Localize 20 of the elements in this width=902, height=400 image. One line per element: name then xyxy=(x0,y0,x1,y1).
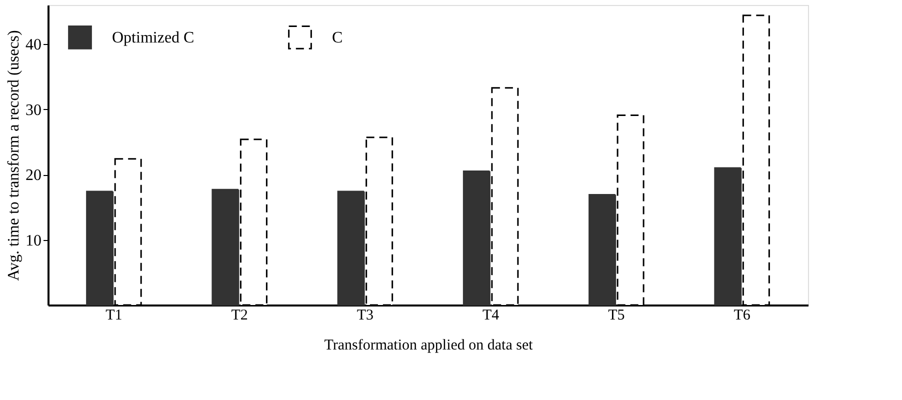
y-tick-label: 10 xyxy=(26,232,42,250)
legend-label: C xyxy=(332,29,343,46)
legend-label: Optimized C xyxy=(112,29,194,46)
bar xyxy=(462,170,490,306)
y-tick-label: 40 xyxy=(26,36,42,54)
x-tick-label: T6 xyxy=(734,308,751,324)
x-tick-label: T1 xyxy=(106,308,122,324)
bar xyxy=(337,190,365,306)
bar xyxy=(588,194,616,306)
y-tick-label: 30 xyxy=(26,102,42,119)
x-tick-label: T5 xyxy=(608,308,625,324)
bar xyxy=(714,167,742,306)
x-axis-title: Transformation applied on data set xyxy=(324,338,534,354)
y-tick-label: 20 xyxy=(26,167,42,184)
y-axis-title: Avg. time to transform a record (usecs) xyxy=(6,30,22,281)
x-tick-label: T4 xyxy=(482,308,500,324)
bar xyxy=(86,190,114,306)
x-tick-label: T3 xyxy=(356,308,374,324)
bar xyxy=(212,188,240,306)
x-tick-label: T2 xyxy=(231,308,248,324)
